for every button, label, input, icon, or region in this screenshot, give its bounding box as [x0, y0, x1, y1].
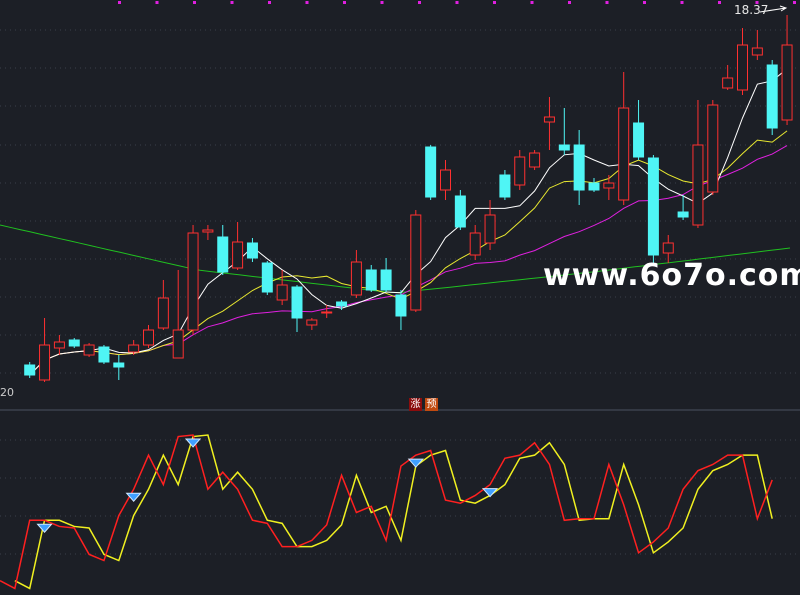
candle-body	[83, 344, 95, 356]
marker-dot	[605, 1, 609, 4]
candle-body	[276, 284, 288, 301]
candle-body	[395, 294, 407, 317]
signal-diamond-icon	[36, 523, 53, 534]
candle-body	[425, 146, 437, 198]
candle-body	[633, 122, 645, 158]
left-axis-label: 20	[0, 386, 14, 399]
candle-body	[187, 232, 199, 331]
ma10-line	[29, 130, 788, 376]
marker-dot	[418, 1, 421, 4]
marker-dot	[680, 1, 684, 4]
candle-body	[781, 44, 793, 121]
indicator-tag-rise: 涨	[409, 398, 422, 411]
marker-dot	[343, 1, 346, 4]
indicator-lag-line	[14, 434, 773, 590]
candle-body	[677, 211, 689, 218]
candle-body	[365, 269, 377, 291]
marker-dot	[155, 1, 159, 4]
candle-body	[766, 64, 778, 129]
marker-dot	[455, 1, 459, 4]
candle-body	[543, 116, 555, 123]
candle-body	[246, 242, 258, 259]
candle-body	[157, 297, 169, 329]
candle-body	[172, 329, 184, 359]
candle-body	[306, 319, 318, 326]
candle-body	[722, 77, 734, 89]
candle-body	[603, 182, 615, 189]
candle-body	[128, 344, 140, 353]
marker-dot	[793, 1, 796, 4]
candle-body	[291, 286, 303, 319]
marker-dot	[568, 1, 571, 4]
signal-diamond-icon	[184, 438, 202, 448]
candle-body	[692, 144, 704, 226]
marker-dot	[718, 1, 721, 4]
candle-body	[350, 261, 362, 296]
candle-body	[514, 156, 526, 186]
marker-dot	[193, 1, 196, 4]
marker-dot	[305, 1, 309, 4]
candle-body	[39, 344, 51, 381]
candle-body	[217, 236, 229, 273]
candle-body	[469, 232, 481, 256]
marker-dot	[268, 1, 271, 4]
candle-body	[380, 269, 392, 291]
candle-body	[573, 144, 585, 191]
candle-body	[143, 329, 154, 346]
candle-body	[68, 339, 80, 347]
candle-body	[662, 242, 674, 254]
candle-body	[529, 152, 541, 168]
last-price-label: 18.37	[734, 3, 769, 17]
marker-dot	[380, 1, 384, 4]
last-price-arrow	[759, 5, 788, 13]
candle-body	[24, 364, 36, 376]
candle-body	[336, 301, 348, 307]
candle-body	[558, 144, 570, 151]
signal-diamond-icon	[481, 488, 499, 498]
candle-body	[618, 107, 630, 201]
marker-dot	[643, 1, 646, 4]
ma5-line	[29, 68, 788, 376]
candle-body	[410, 214, 422, 311]
candle-body	[113, 362, 125, 368]
candle-body	[440, 169, 451, 191]
indicator-tag-predict: 预	[425, 398, 438, 411]
candle-body	[484, 214, 496, 244]
candle-body	[707, 104, 719, 193]
candle-body	[647, 157, 659, 256]
marker-dot	[755, 1, 759, 4]
candle-body	[98, 346, 110, 363]
candle-body	[232, 241, 244, 269]
candle-body	[261, 262, 273, 293]
candle-body	[454, 195, 466, 228]
candle-body	[737, 44, 748, 91]
candle-body	[499, 174, 511, 198]
marker-dot	[118, 1, 121, 4]
signal-diamond-icon	[125, 492, 142, 503]
marker-dot	[493, 1, 496, 4]
candle-body	[751, 47, 763, 56]
signal-diamond-icon	[407, 458, 424, 468]
candle-body	[53, 341, 65, 349]
candle-body	[202, 229, 214, 233]
candle-body	[321, 311, 333, 314]
marker-dot	[230, 1, 234, 4]
marker-dot	[530, 1, 534, 4]
candle-body	[588, 182, 600, 191]
indicator-main-line	[0, 434, 773, 590]
watermark: www.6o7o.com	[543, 258, 800, 293]
